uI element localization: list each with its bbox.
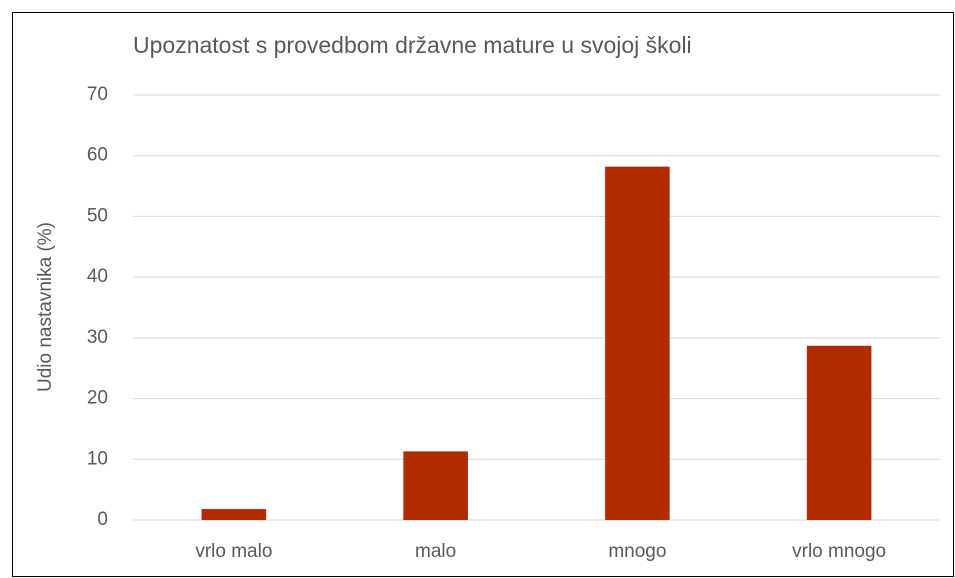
y-tick-label: 70 — [87, 84, 108, 105]
x-tick-label: malo — [415, 541, 456, 562]
x-tick-label: mnogo — [608, 541, 666, 562]
y-axis-label: Udio nastavnika (%) — [35, 222, 56, 392]
chart-border — [12, 12, 954, 577]
bar — [403, 451, 468, 520]
y-tick-label: 50 — [87, 205, 108, 226]
y-tick-label: 10 — [87, 448, 108, 469]
bar — [605, 166, 670, 520]
x-tick-label: vrlo mnogo — [792, 541, 886, 562]
bar — [806, 345, 872, 520]
bar — [201, 509, 267, 520]
x-tick-label: vrlo malo — [195, 541, 272, 562]
chart-title: Upoznatost s provedbom državne mature u … — [133, 32, 692, 58]
y-tick-label: 60 — [87, 145, 108, 166]
y-tick-label: 0 — [97, 509, 108, 530]
y-tick-label: 30 — [87, 327, 108, 348]
y-tick-label: 40 — [87, 266, 108, 287]
y-tick-label: 20 — [87, 388, 108, 409]
